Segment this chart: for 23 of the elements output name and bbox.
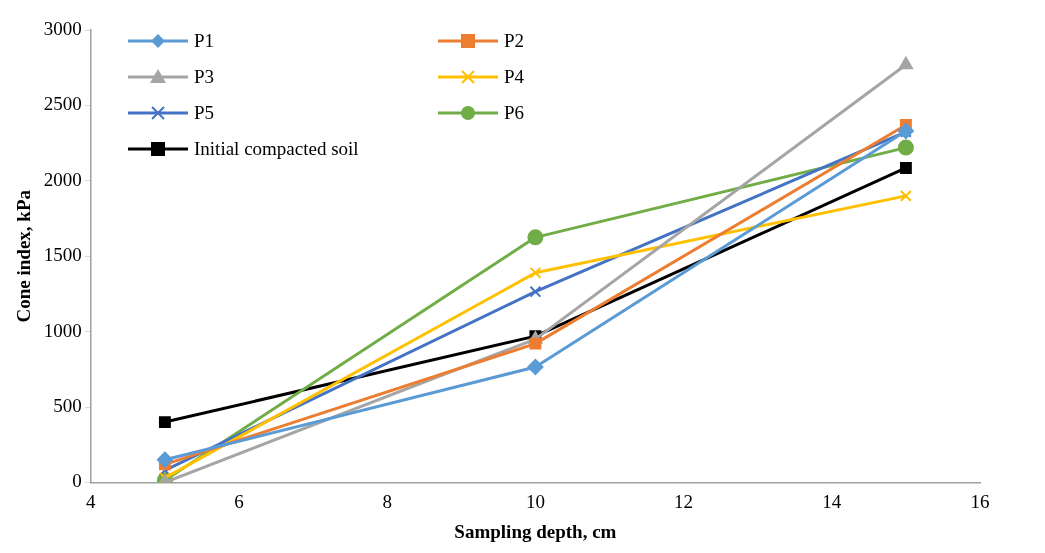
x-tick-label: 4 [86, 490, 97, 512]
y-tick-label: 2000 [43, 168, 82, 190]
y-tick-label: 1500 [43, 244, 82, 266]
legend-label: Initial compacted soil [194, 138, 359, 160]
legend-label: P1 [194, 30, 215, 52]
x-tick-label: 10 [525, 490, 545, 512]
y-tick-label: 3000 [43, 17, 82, 39]
x-axis-title: Sampling depth, cm [454, 520, 617, 542]
y-tick-label: 500 [53, 394, 82, 416]
x-tick-label: 14 [822, 490, 842, 512]
legend-label: P5 [194, 102, 215, 124]
legend-label: P2 [504, 30, 525, 52]
y-tick-label: 2500 [43, 93, 82, 115]
x-tick-label: 8 [382, 490, 392, 512]
x-tick-label: 16 [970, 490, 990, 512]
legend-label: P4 [504, 66, 525, 88]
x-tick-label: 6 [234, 490, 244, 512]
legend-label: P3 [194, 66, 215, 88]
y-tick-label: 0 [72, 470, 82, 492]
x-tick-label: 12 [674, 490, 694, 512]
y-tick-label: 1000 [43, 319, 82, 341]
legend-label: P6 [504, 102, 525, 124]
y-axis-title: Cone index, kPa [13, 189, 35, 323]
